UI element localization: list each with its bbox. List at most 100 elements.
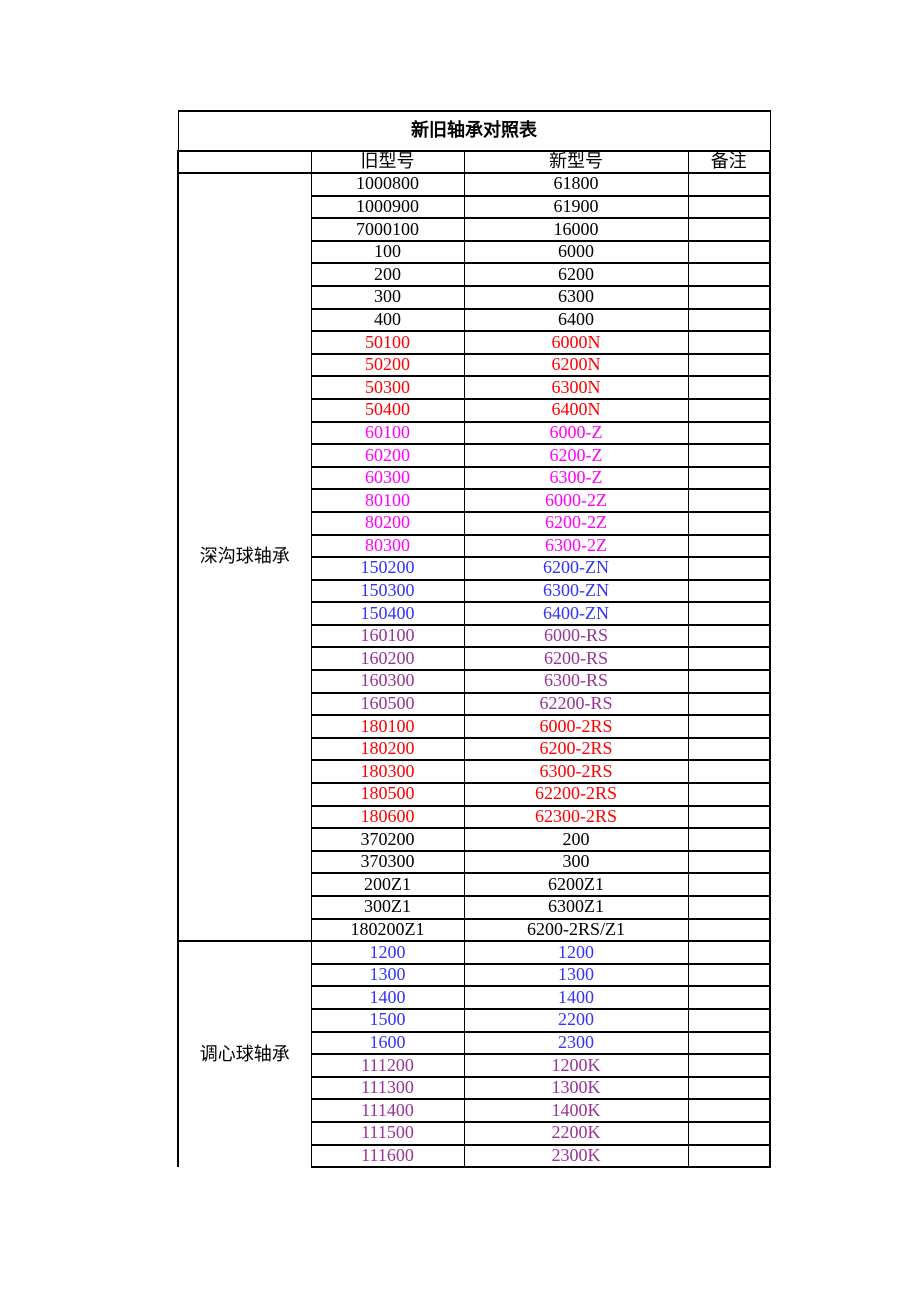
old-model-cell: 50400 xyxy=(310,397,465,423)
new-model-cell: 6400N xyxy=(463,397,689,423)
new-model-cell: 1300K xyxy=(463,1075,689,1101)
old-model-cell: 370300 xyxy=(310,849,465,875)
old-model-cell: 50200 xyxy=(310,352,465,378)
old-model-cell: 1400 xyxy=(310,985,465,1010)
new-model-cell: 61900 xyxy=(463,194,689,220)
new-model-cell: 6300-Z xyxy=(463,465,689,491)
remark-cell xyxy=(687,714,771,739)
new-model-cell: 1400 xyxy=(463,985,689,1010)
old-model-cell: 60300 xyxy=(310,465,465,491)
remark-cell xyxy=(687,172,771,197)
remark-cell xyxy=(687,1030,771,1056)
remark-cell xyxy=(687,1120,771,1146)
remark-cell xyxy=(687,284,771,310)
remark-cell xyxy=(687,533,771,559)
remark-cell xyxy=(687,895,771,920)
old-model-cell: 180200 xyxy=(310,736,465,762)
remark-cell xyxy=(687,985,771,1010)
old-model-cell: 111400 xyxy=(310,1098,465,1123)
new-model-cell: 2200K xyxy=(463,1120,689,1146)
remark-cell xyxy=(687,488,771,513)
remark-cell xyxy=(687,646,771,672)
old-model-cell: 50300 xyxy=(310,375,465,400)
remark-cell xyxy=(687,262,771,287)
remark-cell xyxy=(687,1007,771,1033)
old-model-cell: 1300 xyxy=(310,962,465,988)
remark-cell xyxy=(687,443,771,468)
header-remark: 备注 xyxy=(687,150,771,174)
old-model-cell: 100 xyxy=(310,239,465,265)
table-row: 180100 6000-2RS xyxy=(178,714,771,739)
new-model-cell: 6200-2RS xyxy=(463,736,689,762)
table-row: 200Z1 6200Z1 xyxy=(178,872,771,897)
new-model-cell: 6200-2Z xyxy=(463,510,689,536)
remark-cell xyxy=(687,465,771,491)
new-model-cell: 6000-Z xyxy=(463,420,689,446)
table-row: 111300 1300K xyxy=(178,1075,771,1101)
table-row: 180600 62300-2RS xyxy=(178,804,771,830)
table-row: 400 6400 xyxy=(178,307,771,333)
header-row: 旧型号 新型号 备注 xyxy=(177,150,771,174)
remark-cell xyxy=(687,510,771,536)
remark-cell xyxy=(687,623,771,649)
new-model-cell: 6300-2RS xyxy=(463,759,689,785)
new-model-cell: 1200 xyxy=(463,940,689,965)
table-row: 1400 1400 xyxy=(178,985,771,1010)
header-old-model: 旧型号 xyxy=(310,150,465,174)
old-model-cell: 180300 xyxy=(310,759,465,785)
header-new-model: 新型号 xyxy=(463,150,689,174)
remark-cell xyxy=(687,1075,771,1101)
old-model-cell: 1000900 xyxy=(310,194,465,220)
old-model-cell: 160200 xyxy=(310,646,465,672)
old-model-cell: 111600 xyxy=(310,1143,465,1169)
table-row: 180300 6300-2RS xyxy=(178,759,771,785)
remark-cell xyxy=(687,330,771,355)
old-model-cell: 7000100 xyxy=(310,217,465,242)
remark-cell xyxy=(687,217,771,242)
new-model-cell: 61800 xyxy=(463,172,689,197)
new-model-cell: 6300N xyxy=(463,375,689,400)
old-model-cell: 200Z1 xyxy=(310,872,465,897)
remark-cell xyxy=(687,669,771,694)
old-model-cell: 400 xyxy=(310,307,465,333)
remark-cell xyxy=(687,397,771,423)
old-model-cell: 160100 xyxy=(310,623,465,649)
old-model-cell: 60200 xyxy=(310,443,465,468)
new-model-cell: 62200-RS xyxy=(463,691,689,717)
title-row: 新旧轴承对照表 xyxy=(177,110,771,152)
old-model-cell: 300 xyxy=(310,284,465,310)
new-model-cell: 62300-2RS xyxy=(463,804,689,830)
new-model-cell: 2200 xyxy=(463,1007,689,1033)
table-row: 370200 200 xyxy=(178,827,771,852)
new-model-cell: 200 xyxy=(463,827,689,852)
remark-cell xyxy=(687,691,771,717)
old-model-cell: 1000800 xyxy=(310,172,465,197)
table-title: 新旧轴承对照表 xyxy=(177,110,771,152)
table-row: 150300 6300-ZN xyxy=(178,578,771,604)
table-row: 150400 6400-ZN xyxy=(178,601,771,626)
header-category-blank xyxy=(177,150,312,174)
old-model-cell: 160500 xyxy=(310,691,465,717)
table-row: 60100 6000-Z xyxy=(178,420,771,446)
new-model-cell: 6200N xyxy=(463,352,689,378)
category-cell: 调心球轴承 xyxy=(177,940,312,1168)
new-model-cell: 6400-ZN xyxy=(463,601,689,626)
table-row: 300Z1 6300Z1 xyxy=(178,895,771,920)
remark-cell xyxy=(687,759,771,785)
remark-cell xyxy=(687,872,771,897)
old-model-cell: 80100 xyxy=(310,488,465,513)
remark-cell xyxy=(687,307,771,333)
old-model-cell: 180500 xyxy=(310,782,465,807)
old-model-cell: 180200Z1 xyxy=(310,917,465,943)
remark-cell xyxy=(687,962,771,988)
new-model-cell: 6300-ZN xyxy=(463,578,689,604)
old-model-cell: 111200 xyxy=(310,1053,465,1078)
old-model-cell: 1600 xyxy=(310,1030,465,1056)
remark-cell xyxy=(687,804,771,830)
new-model-cell: 6000-RS xyxy=(463,623,689,649)
new-model-cell: 1200K xyxy=(463,1053,689,1078)
old-model-cell: 150400 xyxy=(310,601,465,626)
old-model-cell: 180600 xyxy=(310,804,465,830)
old-model-cell: 1500 xyxy=(310,1007,465,1033)
category-cell: 深沟球轴承 xyxy=(177,171,312,943)
